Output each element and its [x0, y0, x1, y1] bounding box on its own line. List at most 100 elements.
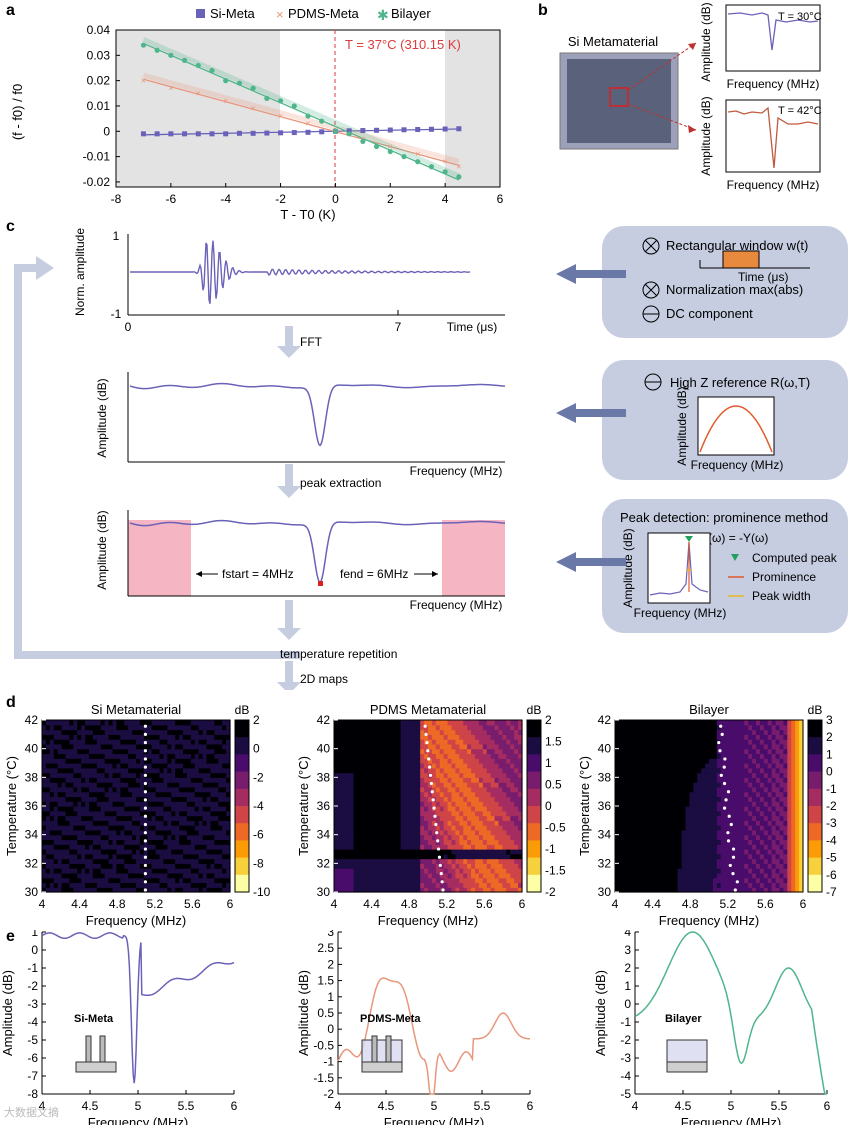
peak-trace-point — [441, 888, 445, 892]
heatmap-cell — [147, 820, 153, 826]
heatmap-cell — [81, 872, 86, 879]
heatmap-cell — [183, 758, 188, 764]
heatmap-cell — [337, 806, 343, 812]
heatmap-cell — [65, 753, 71, 759]
heatmap-cell — [143, 815, 149, 821]
heatmap-cell — [381, 863, 386, 869]
heatmap-cell — [65, 839, 71, 845]
heatmap-cell — [455, 758, 460, 764]
heatmap-cell — [218, 796, 223, 802]
heatmap-cell — [124, 767, 129, 774]
heatmap-cell — [345, 796, 351, 802]
heatmap-cell — [728, 786, 734, 793]
heatmap-cell — [471, 829, 476, 836]
heatmap-cell — [61, 853, 67, 860]
heatmap-cell — [795, 849, 800, 855]
heatmap-cell — [373, 853, 378, 860]
heatmap-cell — [365, 720, 370, 726]
heatmap-cell — [701, 858, 706, 864]
heatmap-cell — [428, 829, 433, 836]
heatmap-cell — [104, 767, 110, 774]
heatmap-cell — [482, 782, 488, 788]
heatmap-cell — [49, 786, 55, 793]
heatmap-cell — [85, 782, 90, 788]
heatmap-cell — [669, 815, 675, 821]
heatmap-cell — [353, 772, 359, 778]
heatmap-cell — [482, 868, 488, 874]
heatmap-cell — [112, 767, 118, 774]
heatmap-cell — [455, 796, 460, 802]
heatmap-cell — [136, 815, 141, 821]
heatmap-cell — [163, 834, 168, 841]
heatmap-cell — [506, 877, 511, 884]
peak-trace-point — [426, 749, 430, 753]
heatmap-cell — [435, 782, 441, 788]
heatmap-cell — [373, 849, 378, 855]
heatmap-cell — [478, 825, 484, 831]
heatmap-cell — [226, 877, 231, 884]
heatmap-cell — [724, 853, 730, 860]
heatmap-cell — [210, 743, 215, 750]
heatmap-cell — [665, 825, 671, 831]
heatmap-cell — [685, 815, 691, 821]
heatmap-cell — [408, 777, 413, 783]
heatmap-cell — [615, 858, 620, 864]
heatmap-cell — [416, 844, 421, 850]
heatmap-cell — [341, 753, 347, 759]
heatmap-cell — [171, 753, 176, 759]
heatmap-cell — [116, 786, 121, 793]
heatmap-cell — [341, 825, 347, 831]
heatmap-cell — [341, 882, 347, 888]
heatmap-cell — [630, 806, 636, 812]
colorbar-segment — [235, 732, 249, 738]
heatmap-cell — [428, 839, 433, 845]
heatmap-cell — [681, 796, 687, 802]
heatmap-cell — [337, 844, 343, 850]
heatmap-cell — [478, 720, 484, 726]
heatmap-cell — [384, 820, 390, 826]
heatmap-cell — [81, 844, 86, 850]
heatmap-cell — [724, 868, 730, 874]
heatmap-cell — [194, 834, 200, 841]
heatmap-cell — [124, 810, 129, 817]
heatmap-cell — [463, 849, 468, 855]
heatmap-cell — [210, 825, 215, 831]
heatmap-cell — [701, 853, 706, 860]
heatmap-cell — [112, 853, 118, 860]
heatmap-cell — [681, 825, 687, 831]
heatmap-cell — [42, 801, 47, 807]
heatmap-cell — [689, 786, 694, 793]
heatmap-cell — [42, 786, 47, 793]
heatmap-cell — [341, 820, 347, 826]
heatmap-cell — [222, 791, 227, 798]
heatmap-cell — [132, 801, 137, 807]
heatmap-cell — [463, 734, 468, 740]
heatmap-cell — [226, 882, 231, 888]
heatmap-cell — [175, 758, 180, 764]
heatmap-cell — [218, 877, 223, 884]
heatmap-cell — [518, 782, 523, 788]
heatmap-cell — [779, 829, 785, 836]
heatmap-cell — [147, 801, 153, 807]
peak-trace-point — [143, 724, 147, 728]
heatmap-cell — [214, 734, 219, 740]
heatmap-cell — [183, 801, 188, 807]
heatmap-cell — [186, 729, 192, 735]
heatmap-cell — [198, 743, 204, 750]
heatmap-cell — [81, 777, 86, 783]
heatmap-cell — [159, 720, 165, 726]
heatmap-cell — [194, 810, 200, 817]
heatmap-cell — [716, 853, 722, 860]
heatmap-cell — [646, 815, 651, 821]
heatmap-cell — [112, 829, 118, 836]
heatmap-cell — [443, 834, 449, 841]
heatmap-cell — [186, 743, 192, 750]
heatmap-cell — [634, 791, 640, 798]
heatmap-cell — [128, 748, 133, 755]
heatmap-cell — [728, 882, 734, 888]
heatmap-cell — [349, 882, 355, 888]
heatmap-cell — [689, 882, 694, 888]
heatmap-cell — [795, 844, 800, 850]
heatmap-cell — [752, 810, 757, 817]
colorbar-segment — [527, 728, 541, 734]
